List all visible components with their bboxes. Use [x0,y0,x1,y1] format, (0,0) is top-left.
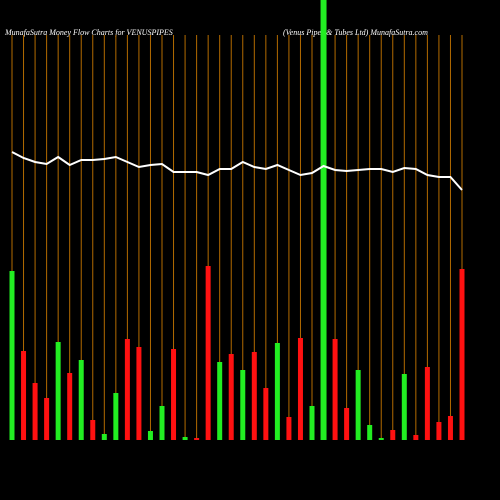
bar [413,435,419,440]
bar [355,370,361,440]
bar [274,343,280,440]
bar [390,430,396,440]
bar [251,352,257,440]
bar [67,373,73,440]
bar [228,354,234,440]
bar [297,338,303,440]
bar [344,408,350,440]
bar [286,417,292,440]
bar [320,0,327,440]
chart-subtitle: (Venus Pipes & Tubes Ltd) MunafaSutra.co… [283,28,428,37]
bar [401,374,407,440]
bar [171,349,177,440]
bar [378,438,384,440]
bar [309,406,315,440]
bar [367,425,373,440]
bar [55,342,61,440]
bar [136,347,142,440]
bar [90,420,96,440]
bar [205,266,211,440]
bar [424,367,430,440]
chart-title: MunafaSutra Money Flow Charts for VENUSP… [4,28,173,37]
flow-line [11,151,463,191]
bar [447,416,453,440]
bar [21,351,27,440]
bar [217,362,223,440]
bar [9,271,15,440]
bar [263,388,269,440]
bar [78,360,84,440]
bar [147,431,153,440]
bar [44,398,50,440]
bar [194,438,200,440]
bar [436,422,442,440]
bar [240,370,246,440]
bar [459,269,465,440]
bar [159,406,165,440]
bar [113,393,119,440]
bar [332,339,338,440]
bar [182,437,188,440]
bar [32,383,38,440]
bar [101,434,107,440]
bar [124,339,130,440]
